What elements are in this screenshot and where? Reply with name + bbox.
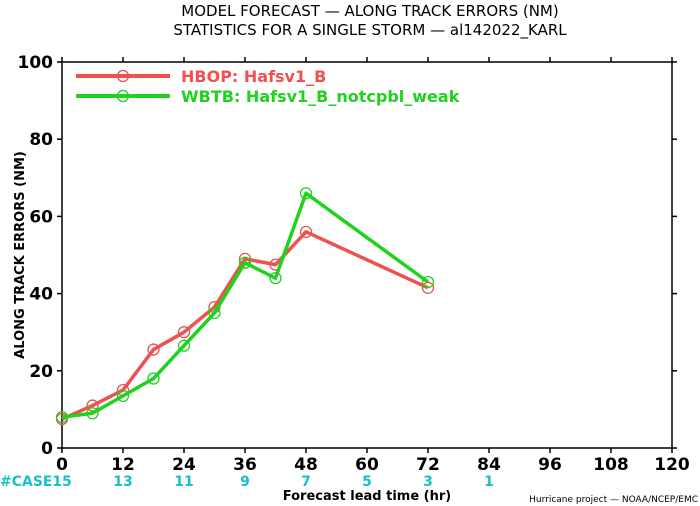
case-count: 5 — [362, 474, 372, 490]
x-axis-label: Forecast lead time (hr) — [283, 489, 451, 504]
data-point — [55, 410, 69, 424]
case-count: 11 — [174, 474, 193, 490]
data-point — [86, 407, 99, 420]
x-tick-label: 24 — [172, 455, 196, 475]
series-line — [61, 191, 430, 419]
y-tick-label: 60 — [29, 207, 53, 227]
chart-title-line1: MODEL FORECAST — ALONG TRACK ERRORS (NM) — [181, 2, 558, 20]
x-tick-label: 48 — [294, 455, 318, 475]
data-point — [177, 326, 191, 339]
x-tick-label: 120 — [654, 455, 690, 475]
cases-row: #CASE 15 13 11 9 7 5 3 1 — [0, 474, 494, 490]
data-point — [116, 389, 130, 403]
y-tick-label: 40 — [29, 285, 53, 305]
case-count: 13 — [113, 474, 132, 490]
case-count: 9 — [240, 474, 250, 490]
data-point — [299, 187, 313, 200]
plot-frame — [61, 61, 673, 449]
series-line — [61, 230, 429, 421]
x-tick-label: 0 — [56, 455, 68, 475]
y-tick-label: 20 — [29, 362, 53, 382]
data-point — [147, 343, 160, 356]
x-tick-label: 84 — [477, 455, 501, 475]
legend-marker — [116, 69, 130, 83]
chart-title-line2: STATISTICS FOR A SINGLE STORM — al142022… — [173, 21, 567, 40]
data-point — [208, 306, 221, 320]
legend-label: WBTB: Hafsv1_B_notcpbl_weak — [181, 87, 460, 106]
y-axis-label: ALONG TRACK ERRORS (NM) — [13, 151, 28, 359]
case-count: 15 — [52, 474, 71, 490]
data-point — [421, 275, 435, 289]
x-tick-label: 60 — [355, 455, 379, 475]
data-point — [421, 281, 435, 294]
series-layer — [55, 187, 435, 426]
y-tick-label: 0 — [41, 439, 53, 459]
data-point — [86, 399, 99, 412]
case-count: 3 — [423, 474, 433, 490]
x-tick-label: 108 — [593, 455, 629, 475]
y-tick-label: 100 — [18, 53, 54, 73]
data-point — [177, 339, 191, 352]
x-tick-label: 12 — [111, 455, 135, 475]
cases-label: #CASE — [0, 474, 53, 490]
x-tick-label: 36 — [233, 455, 257, 475]
case-count: 1 — [484, 474, 494, 490]
y-tick-label: 80 — [29, 130, 53, 150]
legend-marker — [116, 89, 130, 103]
data-point — [147, 372, 160, 385]
x-tick-label: 72 — [416, 455, 440, 475]
x-tick-label: 96 — [538, 455, 562, 475]
y-axis: 0 20 40 60 80 100 — [18, 53, 677, 459]
data-point — [269, 272, 282, 285]
data-point — [238, 256, 252, 269]
legend-label: HBOP: Hafsv1_B — [181, 67, 326, 86]
x-axis: 0 12 24 36 48 60 72 84 96 108 120 — [56, 57, 690, 475]
case-count: 7 — [301, 474, 311, 490]
data-point — [299, 225, 313, 238]
credit-text: Hurricane project — NOAA/NCEP/EMC — [529, 495, 698, 505]
